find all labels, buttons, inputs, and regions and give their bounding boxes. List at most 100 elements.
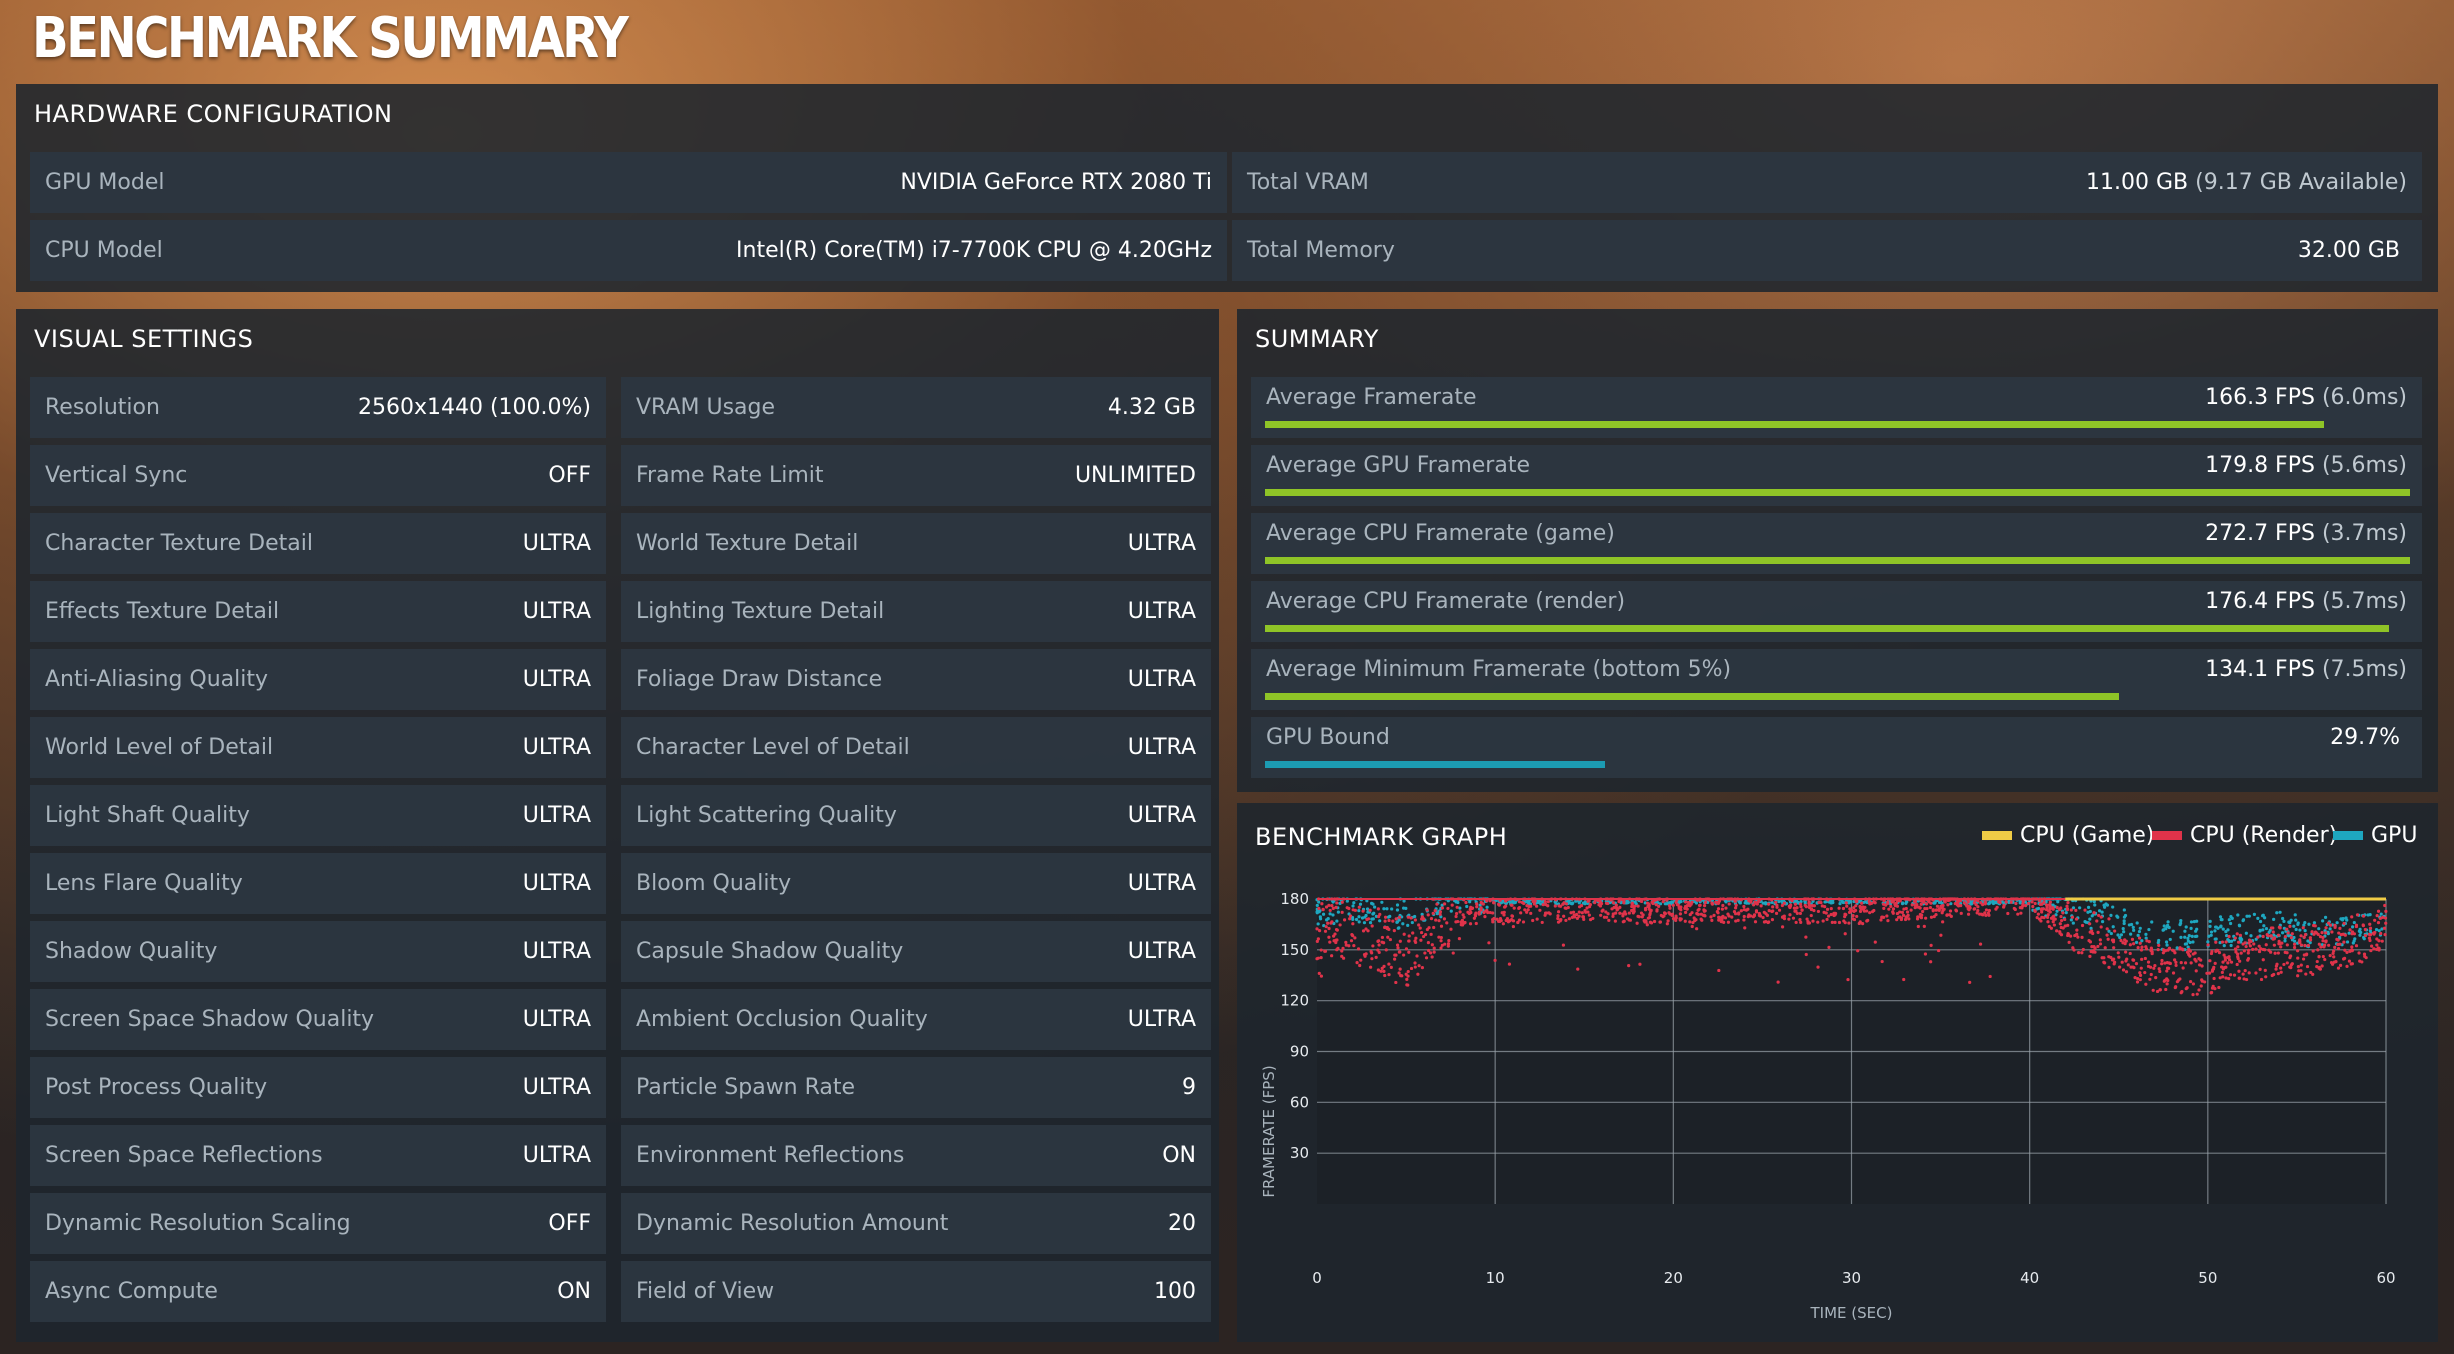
cpu-render-point [2135, 980, 2140, 984]
cpu-render-point [1613, 919, 1617, 923]
cpu-render-point [2310, 930, 2314, 934]
cpu-render-point [2338, 926, 2342, 930]
gpu-point [2219, 924, 2223, 928]
cpu-render-point [2279, 970, 2283, 974]
cpu-render-point [1340, 949, 1344, 953]
cpu-render-point [2227, 958, 2232, 962]
cpu-render-point [1671, 916, 1676, 921]
cpu-render-point [2140, 945, 2144, 949]
cpu-render-point [1587, 913, 1591, 917]
cpu-render-point [1424, 956, 1429, 960]
cpu-render-point [1370, 924, 1374, 928]
cpu-render-point [2252, 942, 2256, 946]
cpu-render-point [2014, 901, 2018, 906]
cpu-render-point [1683, 919, 1687, 923]
cpu-render-point [1586, 910, 1590, 914]
cpu-render-point [1776, 980, 1780, 984]
benchmark-graph-chart: 30 60 90 120 150 180 0 10 20 30 40 50 60 TIME (SEC) FR… [1260, 890, 2396, 1322]
cpu-render-point [2080, 923, 2085, 928]
cpu-render-point [2375, 914, 2379, 918]
cpu-render-point [1782, 901, 1786, 905]
cpu-render-point [1688, 912, 1692, 917]
cpu-render-point [1811, 919, 1815, 923]
cpu-render-point [1843, 921, 1847, 925]
cpu-render-point [1804, 952, 1808, 957]
cpu-render-point [1562, 914, 1566, 918]
cpu-render-point [2059, 914, 2063, 919]
cpu-render-point [1379, 969, 1383, 973]
cpu-render-point [1899, 916, 1904, 920]
gpu-point [2335, 921, 2339, 925]
cpu-render-point [2296, 949, 2300, 953]
cpu-render-point [1535, 904, 1539, 908]
cpu-render-point [1525, 904, 1529, 908]
cpu-render-point [2212, 976, 2216, 981]
gpu-point [1949, 902, 1953, 906]
gpu-point [2184, 925, 2188, 929]
cpu-render-point [1523, 908, 1527, 912]
cpu-render-point [2013, 907, 2017, 912]
cpu-render-point [1393, 957, 1397, 961]
gpu-point [1454, 900, 1458, 904]
gpu-point [1624, 901, 1628, 905]
cpu-render-point [2191, 993, 2195, 997]
cpu-render-point [2354, 924, 2359, 929]
cpu-render-point [1404, 972, 1408, 976]
cpu-render-point [2321, 935, 2325, 940]
cpu-render-point [2218, 976, 2222, 980]
gpu-point [2222, 943, 2226, 948]
summary-value-ms: (6.0ms) [2321, 385, 2407, 410]
cpu-render-point [1754, 909, 1759, 913]
visual-setting-label: Shadow Quality [45, 939, 218, 964]
cpu-render-point [1569, 911, 1573, 915]
cpu-render-point [2199, 984, 2203, 988]
cpu-render-point [2088, 922, 2092, 926]
cpu-render-point [1645, 901, 1650, 905]
cpu-render-point [1315, 927, 1319, 931]
cpu-render-point [2311, 949, 2315, 953]
cpu-render-point [1425, 908, 1429, 912]
visual-setting-row: Foliage Draw Distance ULTRA [621, 649, 1211, 710]
gpu-point [1937, 900, 1942, 905]
cpu-render-point [2332, 949, 2336, 953]
cpu-render-point [1632, 907, 1636, 911]
summary-bar-fill [1265, 761, 1605, 768]
cpu-render-point [2031, 904, 2035, 909]
cpu-render-point [1425, 927, 1429, 932]
cpu-render-point [1854, 904, 1858, 908]
cpu-render-point [2128, 943, 2132, 947]
cpu-render-point [2004, 900, 2008, 904]
cpu-render-point [1983, 900, 1987, 904]
cpu-render-point [2061, 911, 2065, 915]
cpu-render-point [1383, 915, 1388, 919]
visual-setting-row: Async Compute ON [30, 1261, 606, 1322]
gpu-point [2258, 928, 2262, 932]
cpu-render-point [2267, 948, 2271, 952]
legend-swatch-cpu-game [1982, 831, 2012, 840]
cpu-render-point [1543, 900, 1547, 904]
cpu-render-point [2124, 970, 2129, 974]
cpu-render-point [1674, 918, 1678, 922]
cpu-render-point [2179, 991, 2183, 995]
cpu-render-point [2379, 931, 2383, 936]
cpu-render-point [1406, 915, 1410, 919]
cpu-render-point [1851, 913, 1855, 918]
cpu-render-point [2067, 940, 2071, 944]
cpu-render-point [1426, 941, 1430, 945]
visual-setting-label: Post Process Quality [45, 1075, 268, 1100]
cpu-render-point [1407, 950, 1411, 954]
cpu-render-point [2148, 965, 2153, 969]
cpu-render-point [2357, 951, 2361, 955]
gpu-point [1852, 899, 1856, 904]
cpu-render-point [1666, 919, 1670, 923]
cpu-render-point [1774, 900, 1778, 904]
gpu-point [2111, 905, 2115, 909]
cpu-render-point [1387, 918, 1391, 923]
cpu-render-point [2020, 906, 2024, 910]
cpu-render-point [1774, 911, 1779, 915]
visual-setting-value: ULTRA [1127, 803, 1196, 828]
gpu-point [2244, 931, 2248, 935]
cpu-render-point [2251, 947, 2255, 951]
gpu-point [2189, 926, 2193, 930]
cpu-render-point [1564, 918, 1568, 923]
